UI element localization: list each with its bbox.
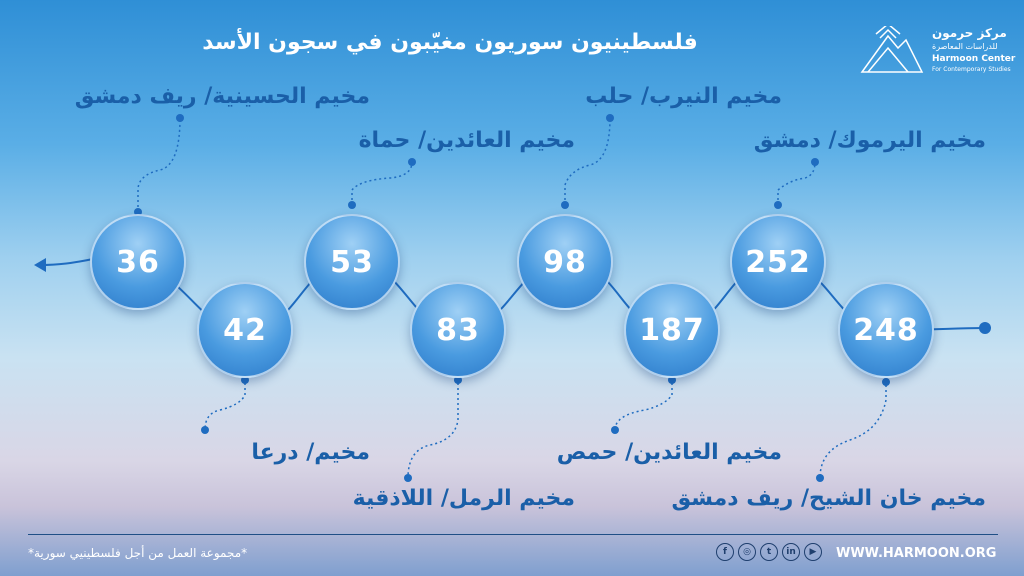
linkedin-icon[interactable]: in [782,543,800,561]
count-circle-248: 248 [838,282,934,378]
camp-label-latakia: مخيم الرمل/ اللاذقية [352,486,575,511]
connector-248 [819,380,887,479]
count-circle-252: 252 [730,214,826,310]
camp-label-neirab: مخيم النيرب/ حلب [585,84,782,109]
connector-187 [614,378,673,431]
facebook-icon[interactable]: f [716,543,734,561]
count-circle-83: 83 [410,282,506,378]
count-circle-36: 36 [90,214,186,310]
logo-ar-sub: للدراسات المعاصرة [932,42,998,51]
connector-98 [564,117,611,205]
footer-divider [28,534,998,535]
logo-en-sub: For Contemporary Studies [932,66,1011,73]
logo-ar: مركز حرمون [932,26,1007,40]
connector-83 [407,378,459,479]
source-note: *مجموعة العمل من أجل فلسطينيي سورية* [28,546,248,560]
twitter-icon[interactable]: t [760,543,778,561]
camp-label-yarmouk: مخيم اليرموك/ دمشق [753,128,986,153]
connector-42 [204,378,246,431]
count-circle-42: 42 [197,282,293,378]
count-circle-187: 187 [624,282,720,378]
connector-53 [351,161,413,205]
arrow-head-icon [34,258,46,272]
camp-label-husseiniyeh: مخيم الحسينية/ ريف دمشق [74,84,370,109]
website-link[interactable]: WWW.HARMOON.ORG [836,546,997,561]
wave-end-dot [979,322,991,334]
camp-label-hama: مخيم العائدين/ حماة [358,128,575,153]
youtube-icon[interactable]: ▶ [804,543,822,561]
count-circle-98: 98 [517,214,613,310]
instagram-icon[interactable]: ◎ [738,543,756,561]
connector-252 [777,161,816,205]
camp-label-daraa: مخيم/ درعا [251,440,370,465]
count-circle-53: 53 [304,214,400,310]
logo-en: Harmoon Center [932,54,1016,64]
camp-label-homs: مخيم العائدين/ حمص [556,440,782,465]
page-title: فلسطينيون سوريون مغيّبون في سجون الأسد [202,30,698,55]
connector-36 [137,117,181,212]
camp-label-khan-eshieh: مخيم خان الشيح/ ريف دمشق [671,486,986,511]
social-links: f ◎ t in ▶ [716,543,822,561]
